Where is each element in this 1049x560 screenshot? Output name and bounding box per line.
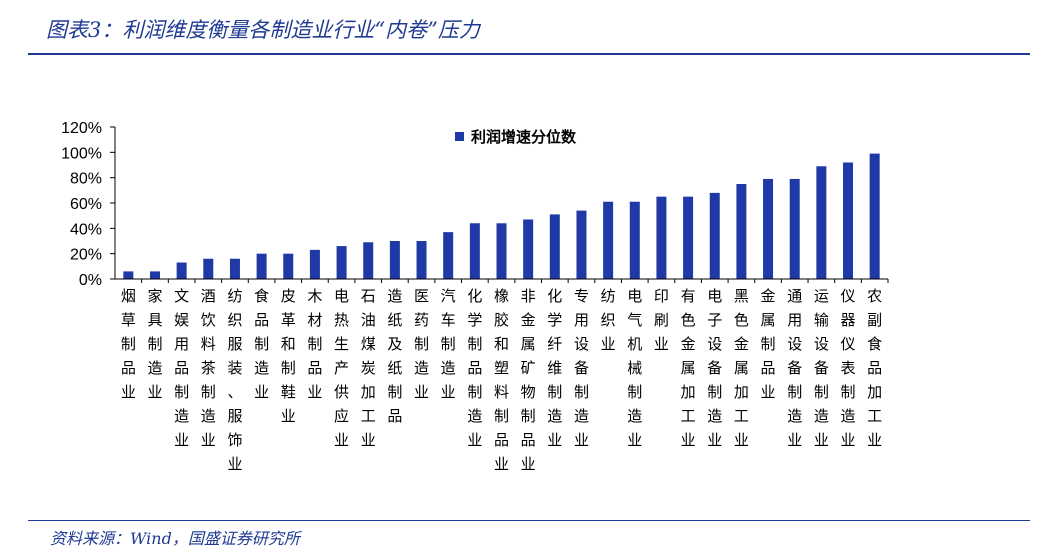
x-tick-label: 电子设备制造业 [707,287,722,449]
x-tick-label: 汽车制造业 [441,287,456,401]
bar [283,253,294,279]
legend-swatch [455,132,464,141]
bar [363,242,374,279]
x-tick-label: 化学纤维制造业 [547,287,562,449]
bar [656,196,667,279]
x-tick-label: 黑色金属加工业 [734,287,749,449]
x-tick-label: 纺织服装、服饰业 [227,287,242,473]
x-tick-label: 纺织业 [601,287,616,353]
bar [416,241,427,279]
bar [123,271,134,279]
legend-label: 利润增速分位数 [471,128,577,146]
x-tick-label: 食品制造业 [254,287,269,401]
chart-title: 图表3：利润维度衡量各制造业行业“内卷”压力 [46,18,480,42]
x-tick-label: 金属制品业 [761,287,776,401]
bars [123,153,880,279]
y-tick-label: 120% [61,120,102,137]
bar [176,262,187,279]
x-tick-label: 非金属矿物制品业 [521,287,536,473]
x-tick-label: 化学制品制造业 [467,287,482,449]
x-tick-label: 石油煤炭加工业 [361,287,376,449]
x-tick-label: 有色金属加工业 [681,287,696,449]
x-tick-label: 橡胶和塑料制品业 [494,287,509,473]
x-axis: 烟草制品业家具制造业文娱用品制造业酒饮料茶制造业纺织服装、服饰业食品制造业皮革和… [115,278,889,473]
bar [549,214,560,279]
x-tick-label: 皮革和制鞋业 [281,287,296,425]
bar [869,153,880,279]
bar [443,232,454,279]
bar [789,178,800,279]
x-tick-label: 仪器仪表制造业 [841,287,856,449]
bar [816,166,827,279]
y-axis: 0% 20% 40% 60% 80% 100% 120% [61,120,116,289]
bar [629,201,640,279]
bar [763,178,774,279]
y-tick-label: 40% [70,221,102,238]
x-tick-label: 造纸及纸制品 [387,287,402,425]
x-tick-label: 烟草制品业 [121,287,136,401]
bar [203,258,214,279]
bar-chart: 0% 20% 40% 60% 80% 100% 120% 烟草制品业家具制造业文娱用品制造业… [61,120,889,473]
bar [229,258,240,279]
x-tick-label: 专用设备制造业 [574,287,589,449]
bar [709,192,720,279]
x-tick-label: 农副食品加工业 [867,287,882,449]
x-tick-label: 木材制品业 [307,287,322,401]
x-tick-label: 印刷业 [654,287,669,353]
x-tick-label: 通用设备制造业 [787,287,802,449]
bar [496,223,507,279]
bar [603,201,614,279]
y-tick-label: 80% [70,171,102,188]
bar [336,246,347,279]
bar [843,162,854,279]
bar [309,249,320,279]
x-tick-label: 文娱用品制造业 [174,287,189,449]
y-tick-label: 20% [70,247,102,264]
bar [576,210,587,279]
y-tick-label: 60% [70,196,102,213]
legend: 利润增速分位数 [455,128,577,146]
x-tick-label: 家具制造业 [147,287,162,401]
x-tick-label: 电气机械制造业 [627,287,642,449]
bar [523,219,534,279]
y-tick-label: 100% [61,145,102,162]
y-tick-label: 0% [79,272,102,289]
bar [389,241,400,279]
title-divider [28,53,1030,55]
bar [469,223,480,279]
footer-divider [28,520,1030,521]
bar [736,184,747,279]
bar [683,196,694,279]
bar [149,271,160,279]
x-tick-label: 电热生产供应业 [334,287,349,449]
bar [256,253,267,279]
x-tick-label: 酒饮料茶制造业 [201,287,216,449]
x-tick-label: 运输设备制造业 [814,287,829,449]
source-note: 资料来源：Wind，国盛证券研究所 [50,529,300,548]
x-tick-label: 医药制造业 [414,287,429,401]
